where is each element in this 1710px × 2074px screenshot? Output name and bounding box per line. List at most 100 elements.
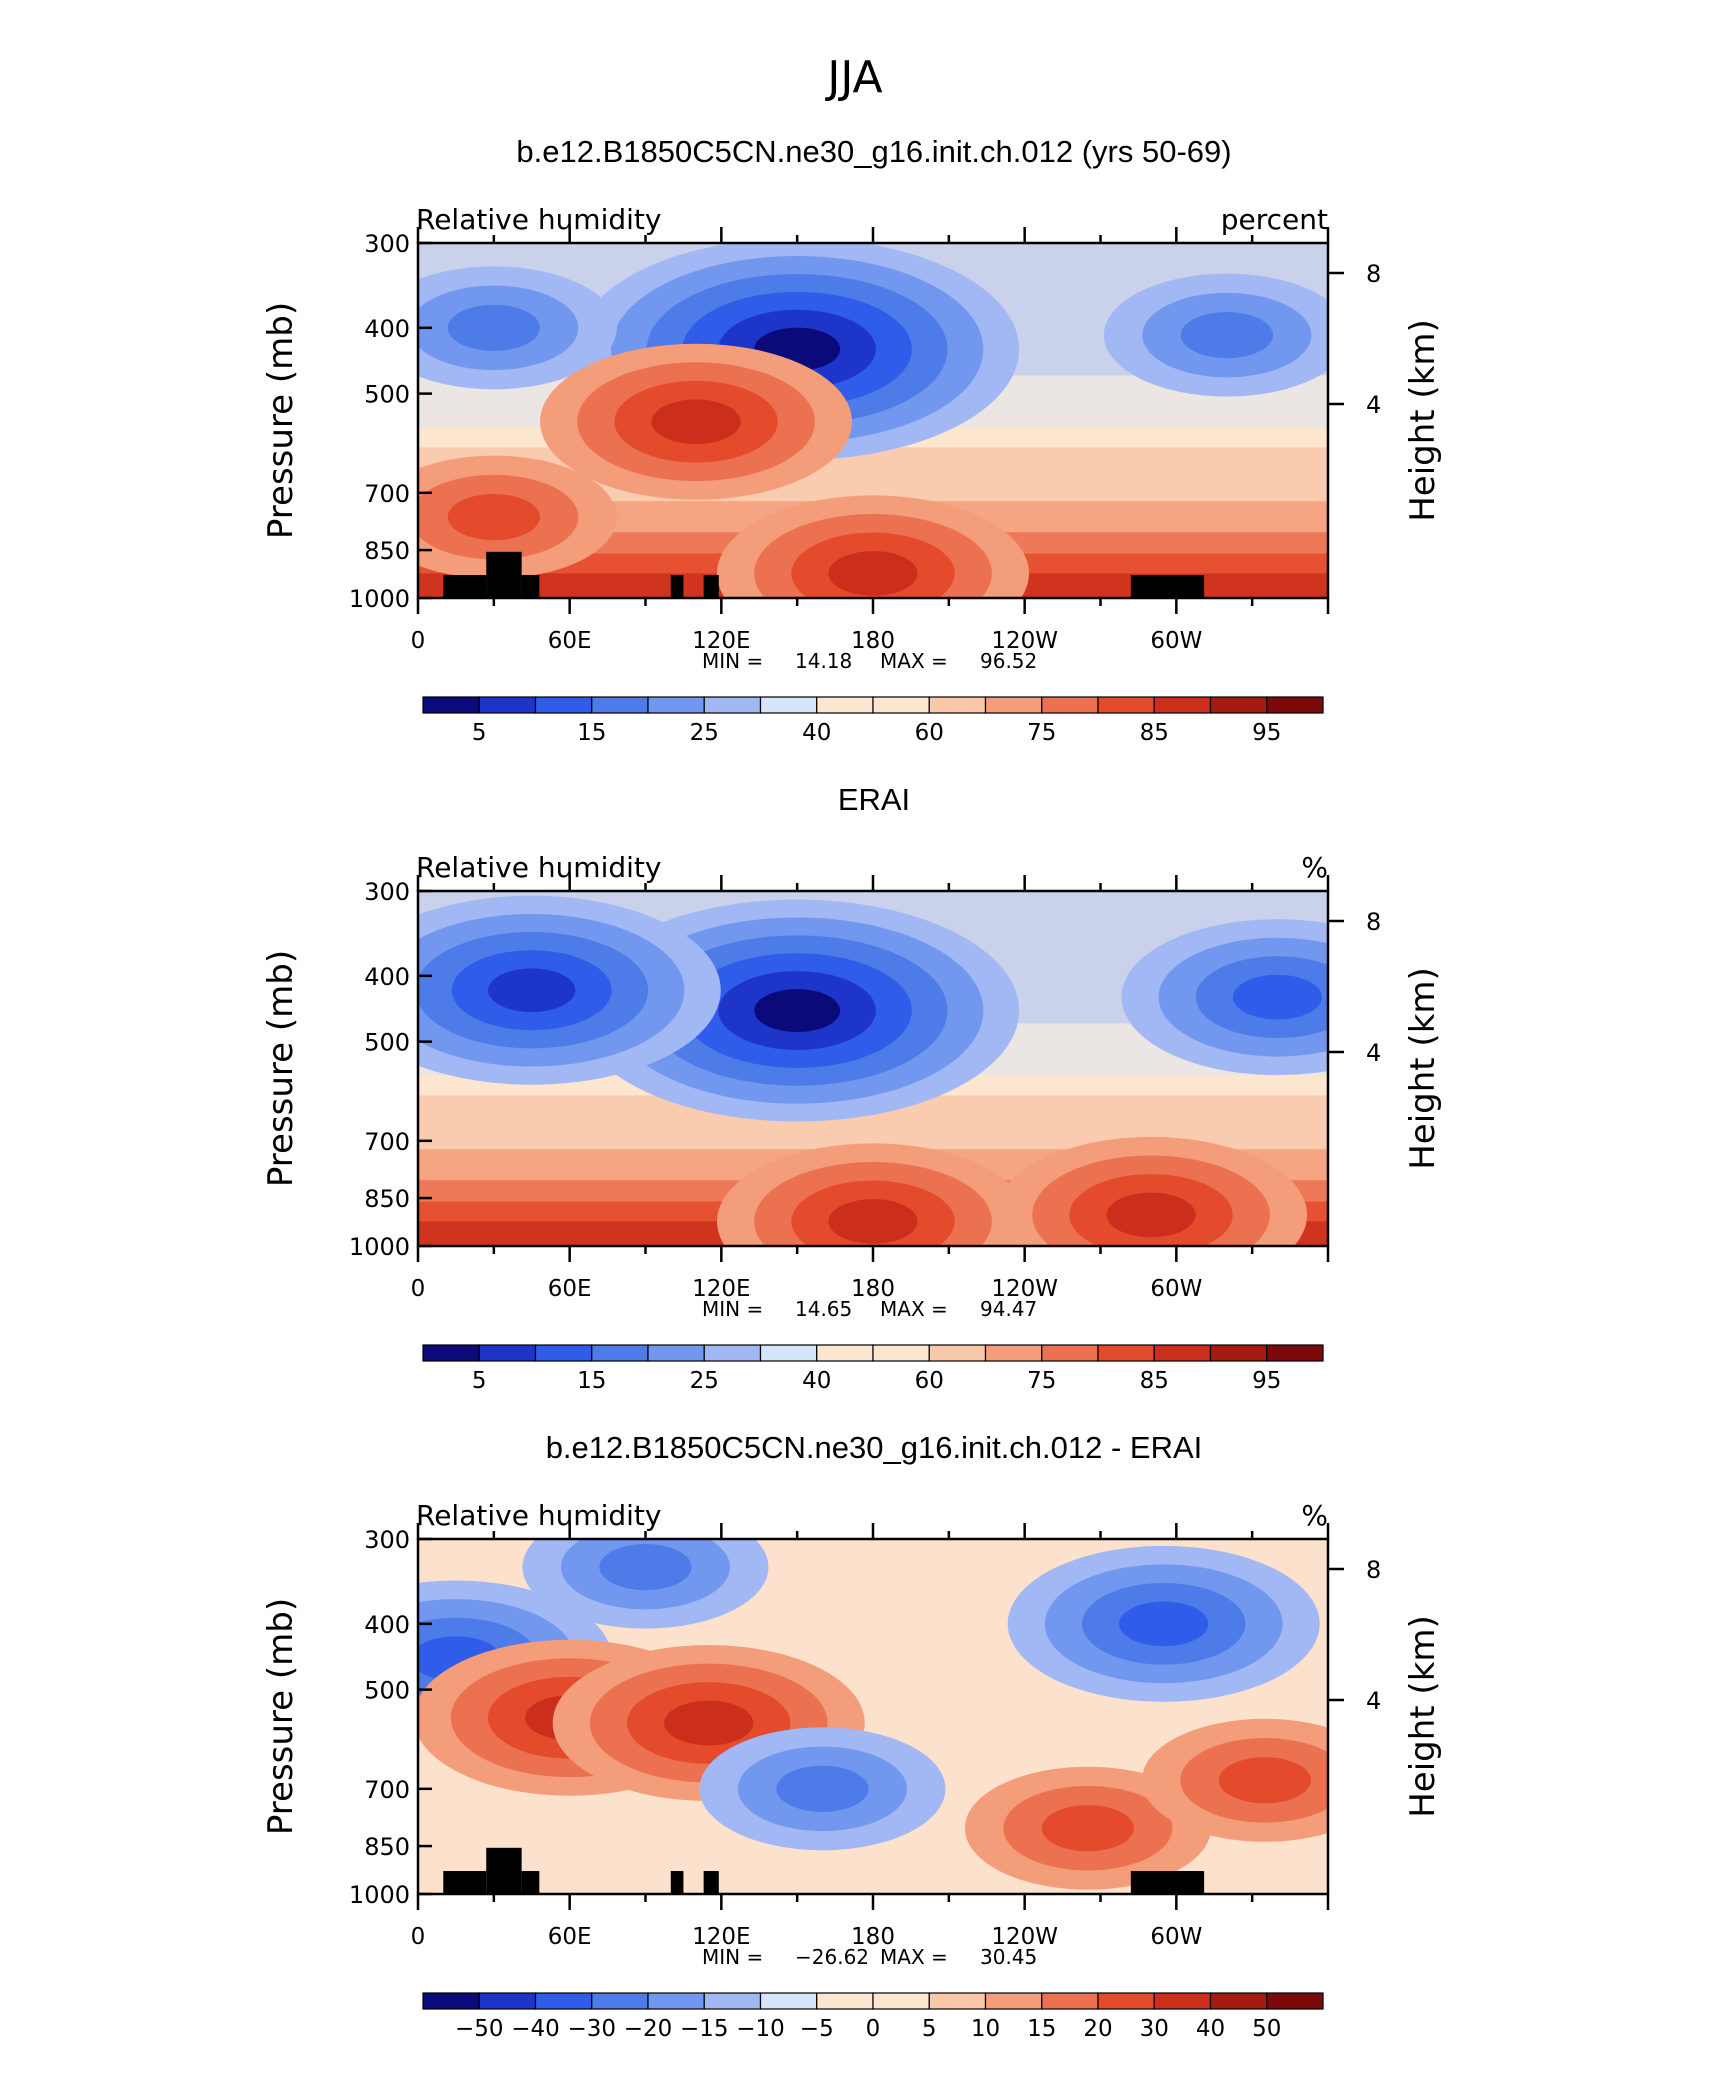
colorbar-swatch [1041,696,1099,714]
x-tick-label: 60W [1150,628,1202,654]
x-tick-label: 0 [411,1276,426,1302]
colorbar-label: 50 [1252,2016,1281,2042]
x-tick-label: 60E [548,628,592,654]
colorbar-swatch [422,1992,480,2010]
colorbar-swatch [928,1344,987,1362]
colorbar-swatch [591,696,649,714]
colorbar-swatch [984,1344,1043,1362]
colorbar-swatch [816,1992,874,2010]
units-label: percent [1221,203,1328,236]
y-tick-label: 850 [364,1833,410,1861]
colorbar-swatch [591,1992,649,2010]
contour-region-dry [1180,312,1274,359]
contour-region-moist [1106,1192,1196,1238]
contour-region-dry [599,1544,692,1591]
contour-region-dry [776,1765,869,1812]
stats-min-label: MIN = [702,649,763,673]
colorbar-swatch [984,696,1043,714]
contour-region-dry [1119,1601,1209,1647]
colorbar-swatch [1153,1344,1212,1362]
y-tick-label: 850 [364,1185,410,1213]
x-tick-label: 120E [692,1276,750,1302]
chart-panel-1: b.e12.B1850C5CN.ne30_g16.init.ch.012 (yr… [261,134,1443,746]
colorbar-label: 95 [1252,1368,1281,1394]
colorbar-label: 60 [915,720,944,746]
colorbar-label: −40 [511,2016,560,2042]
colorbar-swatch [1097,1992,1155,2010]
stats-min-label: MIN = [702,1297,763,1321]
colorbar-swatch [1209,696,1268,714]
y-tick-label: 700 [364,480,410,508]
colorbar-label: 95 [1252,720,1281,746]
colorbar-swatch [816,696,874,714]
x-tick-label: 60W [1150,1276,1202,1302]
contour-region-moist [447,494,540,541]
colorbar-label: −10 [736,2016,785,2042]
topography-block [521,1871,540,1894]
colorbar-swatch [478,1992,537,2010]
colorbar-label: 10 [971,2016,1000,2042]
colorbar-swatch [647,1992,705,2010]
stats-min-value: −26.62 [795,1945,869,1969]
colorbar-label: 0 [866,2016,881,2042]
colorbar-label: 60 [915,1368,944,1394]
colorbar-swatch [928,1992,987,2010]
colorbar-label: 25 [690,1368,719,1394]
colorbar-swatch [759,696,818,714]
stats-max-value: 30.45 [980,1945,1037,1969]
colorbar-swatch [591,1344,649,1362]
colorbar-swatch [1266,696,1324,714]
y-tick-label: 700 [364,1776,410,1804]
colorbar-label: −50 [455,2016,504,2042]
colorbar-label: 75 [1027,720,1056,746]
y-tick-label: 1000 [349,1233,410,1261]
colorbar-swatch [872,696,930,714]
colorbar-swatch [647,1344,705,1362]
topography-block [703,1871,719,1894]
stats-min-value: 14.65 [795,1297,852,1321]
x-tick-label: 180 [851,628,895,654]
topography-block [1130,1871,1205,1894]
topography-block [486,1847,522,1894]
y-axis-label: Pressure (mb) [261,950,301,1187]
figure-title: JJA [824,52,882,103]
x-tick-label: 0 [411,1924,426,1950]
colorbar-swatch [1041,1992,1099,2010]
y-tick-label: 300 [364,878,410,906]
contour-region-dry [1232,974,1323,1020]
x-tick-label: 120W [991,1276,1058,1302]
y-axis-right-label: Height (km) [1403,319,1443,522]
colorbar-swatch [816,1344,874,1362]
y-tick-label: 500 [364,1677,410,1705]
y-tick-label: 300 [364,1526,410,1554]
colorbar-swatch [534,1344,593,1362]
stats-min-value: 14.18 [795,649,852,673]
stats-max-label: MAX = [880,1945,948,1969]
contour-region-moist [651,399,741,445]
topography-block [670,575,684,598]
contour-region-moist [1041,1805,1134,1852]
x-tick-label: 60E [548,1276,592,1302]
plot-area [418,243,1328,598]
colorbar-swatch [1097,1344,1155,1362]
stats-max-label: MAX = [880,649,948,673]
colorbar-swatch [703,1344,762,1362]
units-label: % [1301,1499,1328,1532]
colorbar-swatch [1153,1992,1212,2010]
colorbar-label: 85 [1140,720,1169,746]
y-right-tick-label: 8 [1366,908,1381,936]
topography-block [670,1871,684,1894]
x-tick-label: 0 [411,628,426,654]
colorbar-label: −5 [800,2016,834,2042]
colorbar-swatch [928,696,987,714]
colorbar-label: 40 [1196,2016,1225,2042]
colorbar-swatch [759,1344,818,1362]
colorbar-label: 15 [577,720,606,746]
y-axis-label: Pressure (mb) [261,1598,301,1835]
x-tick-label: 120E [692,628,750,654]
panel-title: ERAI [838,782,910,817]
panel-title: b.e12.B1850C5CN.ne30_g16.init.ch.012 - E… [546,1430,1203,1465]
panel-title: b.e12.B1850C5CN.ne30_g16.init.ch.012 (yr… [516,134,1231,169]
topography-block [703,575,719,598]
y-tick-label: 500 [364,1029,410,1057]
